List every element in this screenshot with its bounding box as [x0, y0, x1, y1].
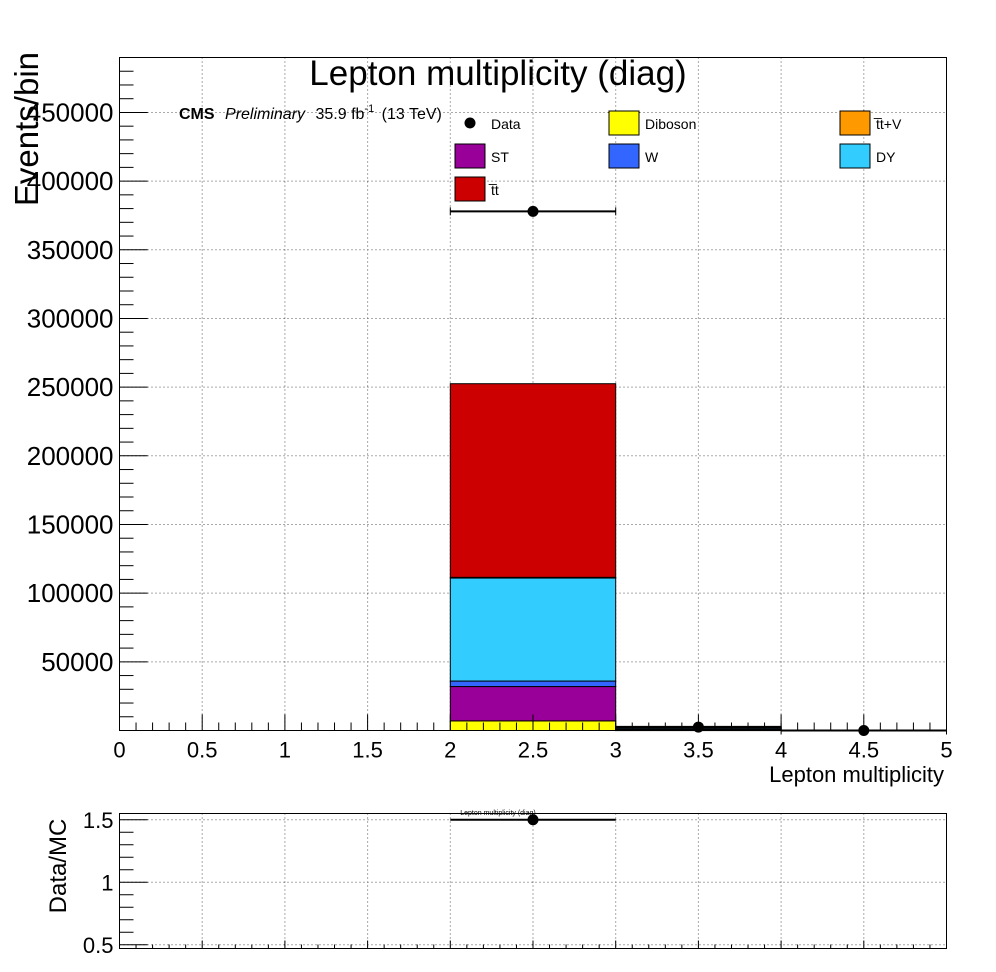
ratio-y-tick-label: 1	[101, 870, 113, 895]
ratio-y-axis-label: Data/MC	[45, 819, 72, 914]
y-tick-label: 400000	[27, 166, 114, 196]
legend-swatch	[608, 143, 640, 169]
bar-segment	[449, 577, 617, 682]
main-x-axis: 0 0.5 1 1.5 2 2.5 3 3.5 4 4.5 5	[113, 714, 953, 763]
legend-swatch	[454, 143, 486, 169]
legend-label: Diboson	[645, 116, 696, 132]
ratio-y-tick-label: 1.5	[83, 808, 114, 833]
legend-label: t̅t+V	[873, 116, 902, 132]
y-tick-label: 350000	[27, 235, 114, 265]
cms-status: Preliminary	[225, 106, 306, 123]
y-tick-label: 300000	[27, 303, 114, 333]
x-tick-label: 2.5	[518, 738, 549, 763]
x-tick-label: 3	[610, 738, 622, 763]
legend: Data Diboson t̅t+V ST W DY t̅t	[454, 110, 902, 202]
y-tick-label: 250000	[27, 372, 114, 402]
x-tick-label: 1.5	[352, 738, 383, 763]
cms-experiment: CMS	[179, 106, 215, 123]
legend-label: DY	[876, 149, 896, 165]
y-tick-label: 200000	[27, 441, 114, 471]
legend-label: Data	[491, 116, 521, 132]
legend-label: ST	[491, 149, 509, 165]
legend-marker-data	[464, 117, 476, 129]
legend-label: W	[645, 149, 659, 165]
y-axis-label: Events/bin	[8, 52, 45, 206]
cms-energy: (13 TeV)	[382, 106, 442, 123]
legend-swatch	[608, 110, 640, 136]
x-tick-label: 3.5	[683, 738, 714, 763]
x-tick-label: 4.5	[849, 738, 880, 763]
ratio-point	[527, 814, 539, 826]
cms-label: CMS Preliminary 35.9 fb-1 (13 TeV)	[179, 99, 442, 123]
legend-label: t̅t	[488, 182, 499, 198]
ratio-points	[450, 814, 616, 826]
x-tick-label: 0	[113, 738, 125, 763]
legend-swatch	[454, 176, 486, 202]
chart-title: Lepton multiplicity (diag)	[309, 54, 686, 93]
x-axis-label: Lepton multiplicity	[769, 762, 944, 787]
ratio-y-tick-label: 0.5	[83, 933, 114, 958]
legend-swatch	[839, 110, 871, 136]
x-tick-label: 2	[444, 738, 456, 763]
y-tick-label: 100000	[27, 578, 114, 608]
ratio-grid	[119, 813, 947, 949]
cms-lumi: 35.9 fb	[315, 106, 364, 123]
data-point	[527, 205, 539, 217]
x-tick-label: 4	[775, 738, 787, 763]
x-tick-label: 5	[940, 738, 952, 763]
cms-lumi-sup: -1	[364, 103, 374, 115]
y-tick-label: 450000	[27, 97, 114, 127]
x-tick-label: 0.5	[187, 738, 218, 763]
y-tick-label: 50000	[41, 647, 113, 677]
main-y-axis: 50000 100000 150000 200000 250000 300000 35000…	[27, 57, 148, 718]
ratio-title: Lepton multiplicity (diag)	[460, 810, 535, 817]
ratio-y-axis: 0.5 1 1.5	[83, 808, 148, 958]
x-tick-label: 1	[279, 738, 291, 763]
y-tick-label: 150000	[27, 509, 114, 539]
legend-swatch	[839, 143, 871, 169]
bar-segment	[449, 680, 617, 688]
bar-segment	[449, 383, 617, 578]
